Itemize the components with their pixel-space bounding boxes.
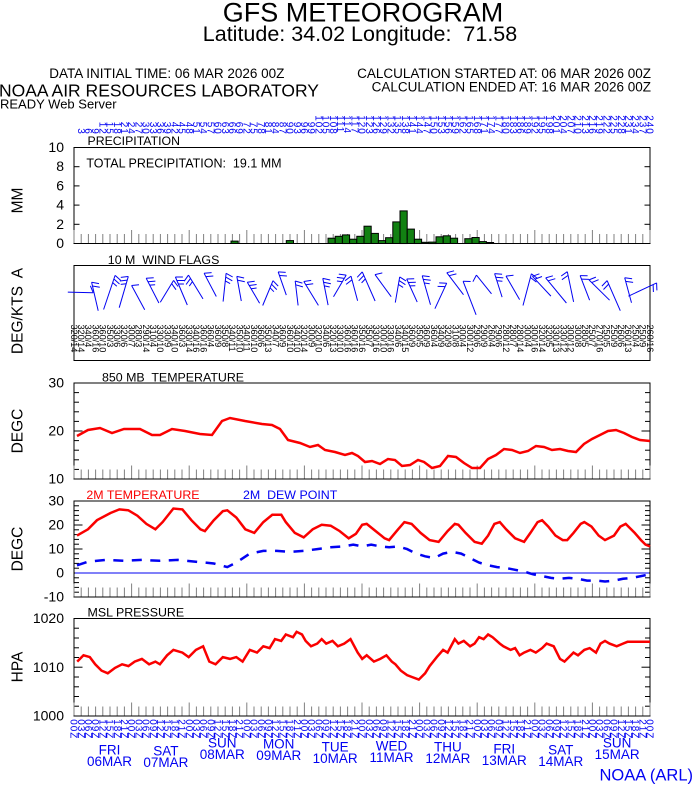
svg-text:DEG/KTS A: DEG/KTS A bbox=[10, 267, 27, 354]
svg-text:8: 8 bbox=[56, 158, 64, 174]
svg-text:PRECIPITATION: PRECIPITATION bbox=[88, 134, 180, 148]
svg-text:30: 30 bbox=[48, 493, 64, 509]
svg-text:1020: 1020 bbox=[33, 610, 64, 626]
svg-text:260/16: 260/16 bbox=[645, 325, 655, 353]
svg-text:CALCULATION ENDED AT: 16 MAR 2: CALCULATION ENDED AT: 16 MAR 2026 00Z bbox=[372, 80, 651, 95]
svg-text:20: 20 bbox=[48, 517, 64, 533]
svg-text:10: 10 bbox=[48, 139, 64, 155]
svg-text:DEGC: DEGC bbox=[10, 409, 27, 454]
svg-text:08MAR: 08MAR bbox=[200, 747, 245, 762]
svg-text:10MAR: 10MAR bbox=[313, 751, 358, 766]
svg-text:10: 10 bbox=[48, 541, 64, 557]
svg-text:00Z: 00Z bbox=[644, 719, 655, 739]
svg-text:1000: 1000 bbox=[33, 708, 64, 724]
svg-text:MM: MM bbox=[10, 188, 27, 214]
svg-text:850 MB TEMPERATURE: 850 MB TEMPERATURE bbox=[102, 371, 244, 385]
svg-text:07MAR: 07MAR bbox=[143, 755, 188, 770]
svg-text:2M DEW POINT: 2M DEW POINT bbox=[243, 488, 338, 502]
svg-text:09MAR: 09MAR bbox=[256, 748, 301, 763]
svg-text:20: 20 bbox=[48, 423, 64, 439]
svg-text:READY Web Server: READY Web Server bbox=[0, 97, 117, 112]
svg-text:NOAA (ARL): NOAA (ARL) bbox=[599, 767, 693, 785]
svg-text:DEGC: DEGC bbox=[10, 527, 27, 572]
svg-text:1010: 1010 bbox=[33, 659, 64, 675]
svg-text:12MAR: 12MAR bbox=[425, 751, 470, 766]
svg-text:06MAR: 06MAR bbox=[87, 754, 132, 769]
svg-text:0: 0 bbox=[56, 565, 64, 581]
svg-text:TOTAL PRECIPITATION: 19.1 MM: TOTAL PRECIPITATION: 19.1 MM bbox=[86, 157, 281, 171]
svg-text:0: 0 bbox=[56, 235, 64, 251]
svg-text:MSL PRESSURE: MSL PRESSURE bbox=[88, 606, 185, 620]
svg-text:15MAR: 15MAR bbox=[595, 747, 640, 762]
svg-text:10: 10 bbox=[48, 471, 64, 487]
svg-text:6: 6 bbox=[56, 177, 64, 193]
svg-text:13MAR: 13MAR bbox=[482, 753, 527, 768]
svg-text:4: 4 bbox=[56, 197, 64, 213]
svg-text:HPA: HPA bbox=[10, 651, 27, 682]
svg-text:-10: -10 bbox=[44, 589, 64, 605]
svg-text:10 M WIND FLAGS: 10 M WIND FLAGS bbox=[108, 253, 220, 267]
svg-text:11MAR: 11MAR bbox=[369, 750, 413, 765]
svg-text:2: 2 bbox=[56, 216, 64, 232]
svg-text:30: 30 bbox=[48, 375, 64, 391]
svg-text:DATA INITIAL TIME: 06 MAR 2026: DATA INITIAL TIME: 06 MAR 2026 00Z bbox=[49, 66, 284, 81]
svg-text:Latitude: 34.02 Longitude: 71: Latitude: 34.02 Longitude: 71.58 bbox=[203, 22, 517, 46]
svg-text:2M TEMPERATURE: 2M TEMPERATURE bbox=[86, 488, 199, 502]
svg-text:240: 240 bbox=[644, 115, 655, 134]
svg-text:14MAR: 14MAR bbox=[538, 754, 583, 769]
